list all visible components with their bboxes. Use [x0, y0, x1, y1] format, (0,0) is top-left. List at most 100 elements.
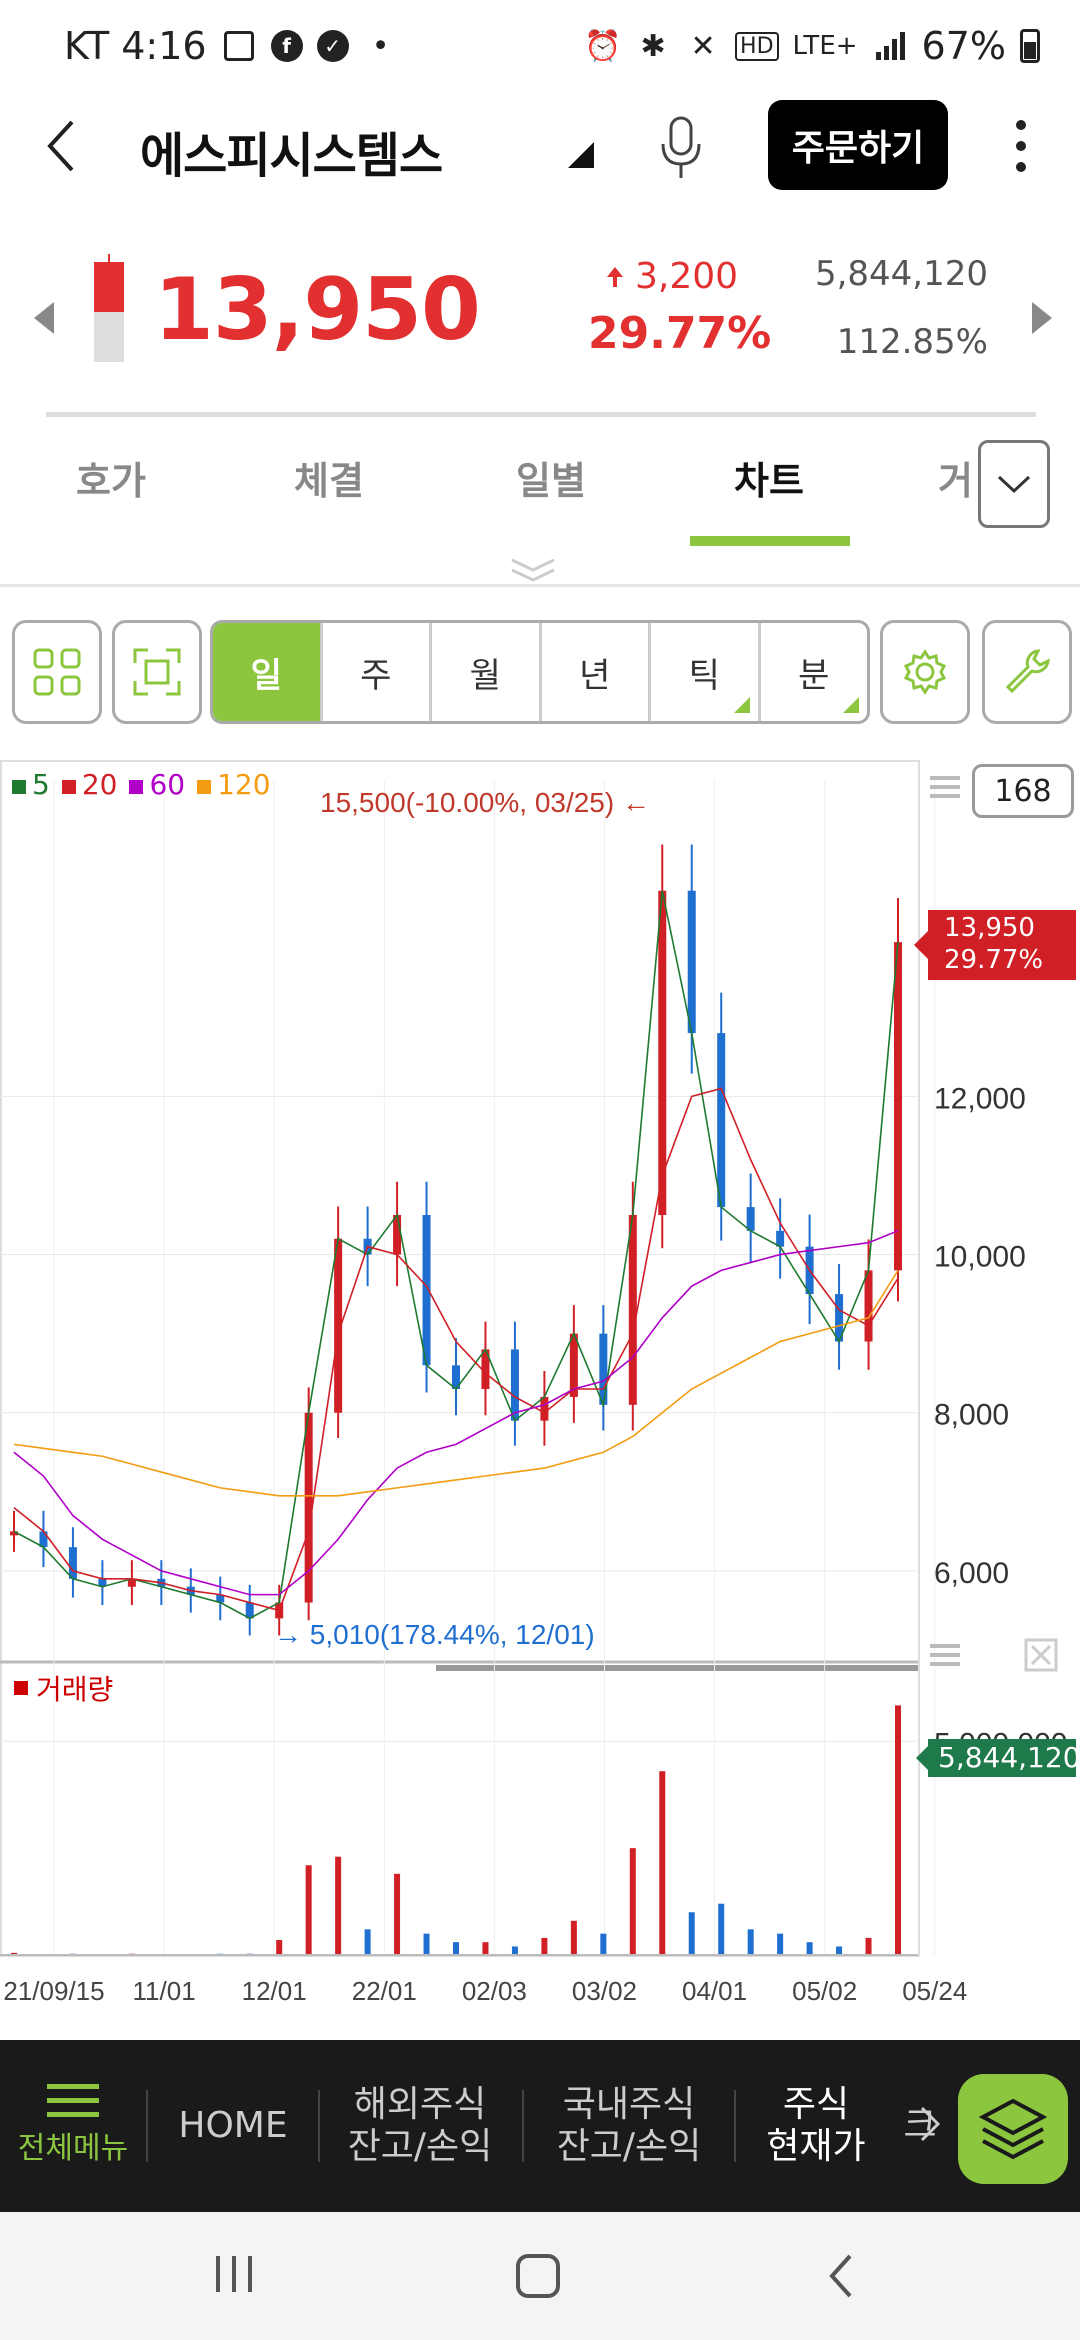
- chart-toolbar: 일 주 월 년 틱 분: [0, 620, 1080, 724]
- order-button[interactable]: 주문하기: [768, 100, 948, 190]
- pane-close-icon: [1030, 1644, 1052, 1666]
- tab-bar: 호가 체결 일별 차트 거: [0, 430, 1080, 550]
- tools-button[interactable]: [982, 620, 1072, 724]
- app-header: 에스피시스템스 주문하기: [0, 92, 1080, 200]
- settings-button[interactable]: [880, 620, 970, 724]
- volume-bar: [659, 1771, 666, 1955]
- price-tick-label: 10,000: [934, 1241, 1026, 1274]
- pane-menu-icon: [930, 785, 960, 789]
- grid-icon: [33, 648, 81, 696]
- home-button[interactable]: HOME: [148, 2040, 318, 2212]
- up-arrow-icon: [607, 266, 623, 287]
- low-annotation: → 5,010(178.44%, 12/01): [274, 1619, 595, 1650]
- price-summary: 13,950 3,200 29.77% 5,844,120 112.85%: [0, 240, 1080, 380]
- candle-body: [481, 1349, 490, 1389]
- cut-off-menu-item[interactable]: 크: [900, 2040, 940, 2212]
- active-tab-indicator: [690, 536, 850, 546]
- period-month[interactable]: 월: [432, 623, 542, 721]
- candle-count-box[interactable]: 168: [972, 764, 1074, 818]
- battery-percent: 67%: [921, 24, 1006, 68]
- overseas-balance-button[interactable]: 해외주식 잔고/손익: [320, 2040, 520, 2212]
- candle-body: [717, 1033, 726, 1208]
- volume-bar: [453, 1942, 459, 1955]
- time-tick-label: 03/02: [572, 1976, 637, 2006]
- home-label: HOME: [178, 2105, 288, 2146]
- recent-apps-icon[interactable]: [212, 2252, 256, 2296]
- tab-trades[interactable]: 체결: [294, 459, 364, 503]
- tab-chart[interactable]: 차트: [734, 459, 804, 503]
- layers-button[interactable]: [958, 2074, 1068, 2184]
- pane-menu-icon: [930, 1653, 960, 1657]
- period-minute-label: 분: [798, 655, 830, 696]
- period-minute[interactable]: 분: [761, 623, 868, 721]
- volume-label: 거래량: [36, 1673, 114, 1706]
- tab-orderbook[interactable]: 호가: [76, 459, 146, 503]
- candle-body: [776, 1230, 785, 1247]
- period-week[interactable]: 주: [323, 623, 432, 721]
- change-amount: 3,200: [635, 256, 739, 297]
- stock-name[interactable]: 에스피시스템스: [140, 128, 443, 184]
- grid-layout-button[interactable]: [12, 620, 102, 724]
- candle-body: [127, 1578, 136, 1587]
- volume-bar: [865, 1937, 872, 1955]
- more-options-icon[interactable]: [1006, 116, 1036, 176]
- stock-price-label-2: 현재가: [766, 2126, 866, 2167]
- change-percent: 29.77%: [588, 308, 772, 359]
- chevron-down-icon: [997, 475, 1031, 494]
- candle-body: [540, 1396, 549, 1421]
- price-change: 3,200: [605, 256, 738, 297]
- hd-voice-icon: HD: [735, 31, 779, 61]
- chart-canvas: 12,000 10,000 8,000 6,000 21/09/15 11/01 12/01…: [0, 760, 1067, 2006]
- collapse-handle-icon[interactable]: [506, 556, 560, 584]
- next-stock-arrow-icon[interactable]: [1032, 302, 1052, 334]
- candle-body: [628, 1215, 637, 1405]
- domestic-balance-button[interactable]: 국내주식 잔고/손익: [524, 2040, 734, 2212]
- pane-menu-icon: [930, 776, 960, 780]
- domestic-label-2: 잔고/손익: [556, 2126, 702, 2167]
- period-tick[interactable]: 틱: [651, 623, 761, 721]
- candle-body: [10, 1531, 18, 1536]
- candle-body: [864, 1270, 873, 1342]
- candle-body: [39, 1531, 48, 1548]
- candle-body: [334, 1238, 343, 1413]
- legend-ma20: 20: [61, 768, 117, 801]
- fullscreen-button[interactable]: [112, 620, 202, 724]
- status-bar: KT 4:16 f ✓ • ⏰ ✱ ✕ HD LTE+ 67%: [0, 0, 1080, 92]
- legend-ma60: 60: [129, 768, 185, 801]
- microphone-icon[interactable]: [654, 114, 708, 184]
- chevron-right-icon[interactable]: [918, 2104, 942, 2144]
- time-tick-label: 04/01: [682, 1976, 747, 2006]
- back-icon[interactable]: [40, 116, 84, 176]
- price-chart[interactable]: 12,000 10,000 8,000 6,000 21/09/15 11/01 12/01…: [0, 760, 1080, 2020]
- bottom-nav: 전체메뉴 HOME 해외주식 잔고/손익 국내주식 잔고/손익 주식 현재가 크: [0, 2040, 1080, 2212]
- stock-dropdown-icon[interactable]: [568, 142, 594, 168]
- volume-legend: 거래량: [14, 1668, 113, 1708]
- legend-ma5: 5: [12, 768, 50, 801]
- cut-off-label: 크: [903, 2105, 937, 2146]
- all-menu-button[interactable]: 전체메뉴: [0, 2040, 146, 2212]
- facebook-icon: f: [270, 30, 303, 62]
- pane-menu-icon: [930, 1662, 960, 1666]
- volume-bar: [276, 1940, 283, 1955]
- stock-price-button[interactable]: 주식 현재가: [736, 2040, 896, 2212]
- candle-body: [304, 1412, 313, 1603]
- volume-bar: [511, 1946, 518, 1955]
- system-nav-bar: [0, 2212, 1080, 2340]
- back-nav-icon[interactable]: [826, 2252, 856, 2300]
- stock-price-label-1: 주식: [782, 2084, 850, 2125]
- tab-expand-button[interactable]: [978, 440, 1050, 528]
- prev-stock-arrow-icon[interactable]: [34, 302, 54, 334]
- tab-partial[interactable]: 거: [938, 459, 973, 503]
- alarm-icon: ⏰: [584, 28, 622, 64]
- more-notifications-icon: •: [371, 28, 390, 64]
- period-year[interactable]: 년: [542, 623, 651, 721]
- wrench-icon: [1005, 649, 1050, 694]
- home-nav-icon[interactable]: [514, 2252, 562, 2300]
- ma-line-120: [13, 1269, 899, 1497]
- tab-daily[interactable]: 일별: [516, 459, 586, 503]
- volume-bar: [688, 1912, 695, 1955]
- time-tick-label: 22/01: [352, 1976, 417, 2006]
- signal-icon: [872, 28, 908, 64]
- period-day[interactable]: 일: [213, 623, 323, 721]
- trade-volume: 5,844,120: [814, 254, 988, 294]
